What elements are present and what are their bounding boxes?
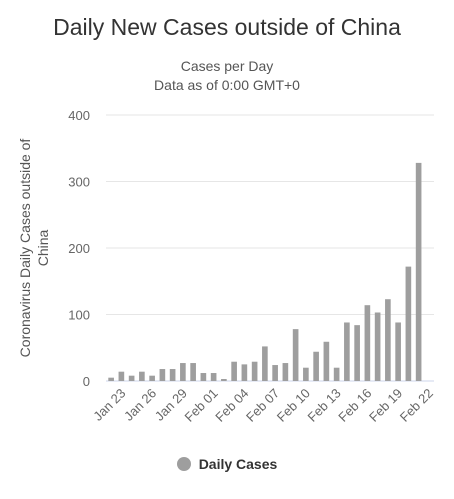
x-tick-label: Jan 26 bbox=[121, 386, 159, 424]
bar[interactable] bbox=[262, 346, 268, 381]
x-tick-label: Feb 07 bbox=[243, 386, 282, 425]
y-tick-label: 400 bbox=[68, 108, 90, 123]
bar[interactable] bbox=[169, 369, 176, 381]
bar[interactable] bbox=[292, 329, 299, 381]
bar[interactable] bbox=[313, 351, 319, 381]
bar[interactable] bbox=[333, 367, 340, 381]
legend[interactable]: Daily Cases bbox=[0, 456, 454, 472]
x-tick-label: Feb 19 bbox=[366, 386, 405, 425]
bar[interactable] bbox=[190, 363, 196, 381]
x-tick-label: Feb 16 bbox=[335, 386, 374, 425]
bar[interactable] bbox=[251, 361, 258, 381]
bar[interactable] bbox=[364, 305, 371, 381]
bar[interactable] bbox=[272, 365, 278, 381]
bar[interactable] bbox=[210, 373, 217, 381]
x-tick-label: Feb 13 bbox=[305, 386, 344, 425]
grid-lines bbox=[106, 114, 434, 382]
x-tick-label: Feb 22 bbox=[397, 386, 436, 425]
bar[interactable] bbox=[354, 325, 360, 381]
legend-marker-icon bbox=[176, 457, 191, 471]
legend-label: Daily Cases bbox=[198, 456, 278, 472]
y-axis-ticks: 0 100 200 300 400 bbox=[68, 108, 90, 389]
bar[interactable] bbox=[405, 266, 412, 381]
bar[interactable] bbox=[108, 377, 114, 381]
bar[interactable] bbox=[415, 162, 422, 381]
bar[interactable] bbox=[118, 371, 125, 381]
y-tick-label: 100 bbox=[68, 308, 90, 323]
bar[interactable] bbox=[221, 379, 227, 381]
bar[interactable] bbox=[303, 367, 309, 381]
y-tick-label: 200 bbox=[68, 241, 90, 256]
bar[interactable] bbox=[282, 363, 289, 381]
y-tick-label: 0 bbox=[83, 374, 90, 389]
bar[interactable] bbox=[231, 361, 237, 381]
chart-subtitle: Cases per Day Data as of 0:00 GMT+0 bbox=[0, 57, 454, 95]
bar[interactable] bbox=[200, 373, 207, 381]
y-axis-label: Coronavirus Daily Cases outside of China bbox=[17, 139, 51, 358]
subtitle-line-2: Data as of 0:00 GMT+0 bbox=[154, 77, 300, 93]
y-tick-label: 300 bbox=[68, 175, 90, 190]
bar[interactable] bbox=[128, 375, 135, 381]
bars bbox=[108, 162, 422, 381]
bar[interactable] bbox=[385, 299, 391, 381]
x-tick-label: Jan 23 bbox=[90, 386, 128, 424]
bar[interactable] bbox=[180, 363, 186, 381]
bar[interactable] bbox=[323, 341, 330, 381]
bar[interactable] bbox=[149, 375, 155, 381]
bar[interactable] bbox=[374, 312, 381, 381]
bar[interactable] bbox=[241, 364, 248, 381]
chart-title: Daily New Cases outside of China bbox=[53, 14, 401, 40]
bar[interactable] bbox=[395, 322, 401, 381]
bar[interactable] bbox=[139, 371, 145, 381]
x-tick-label: Feb 10 bbox=[274, 386, 313, 425]
bar[interactable] bbox=[344, 322, 350, 381]
bar[interactable] bbox=[159, 369, 166, 381]
subtitle-line-1: Cases per Day bbox=[180, 58, 274, 74]
x-tick-label: Feb 04 bbox=[212, 386, 251, 425]
x-tick-label: Feb 01 bbox=[182, 386, 221, 425]
